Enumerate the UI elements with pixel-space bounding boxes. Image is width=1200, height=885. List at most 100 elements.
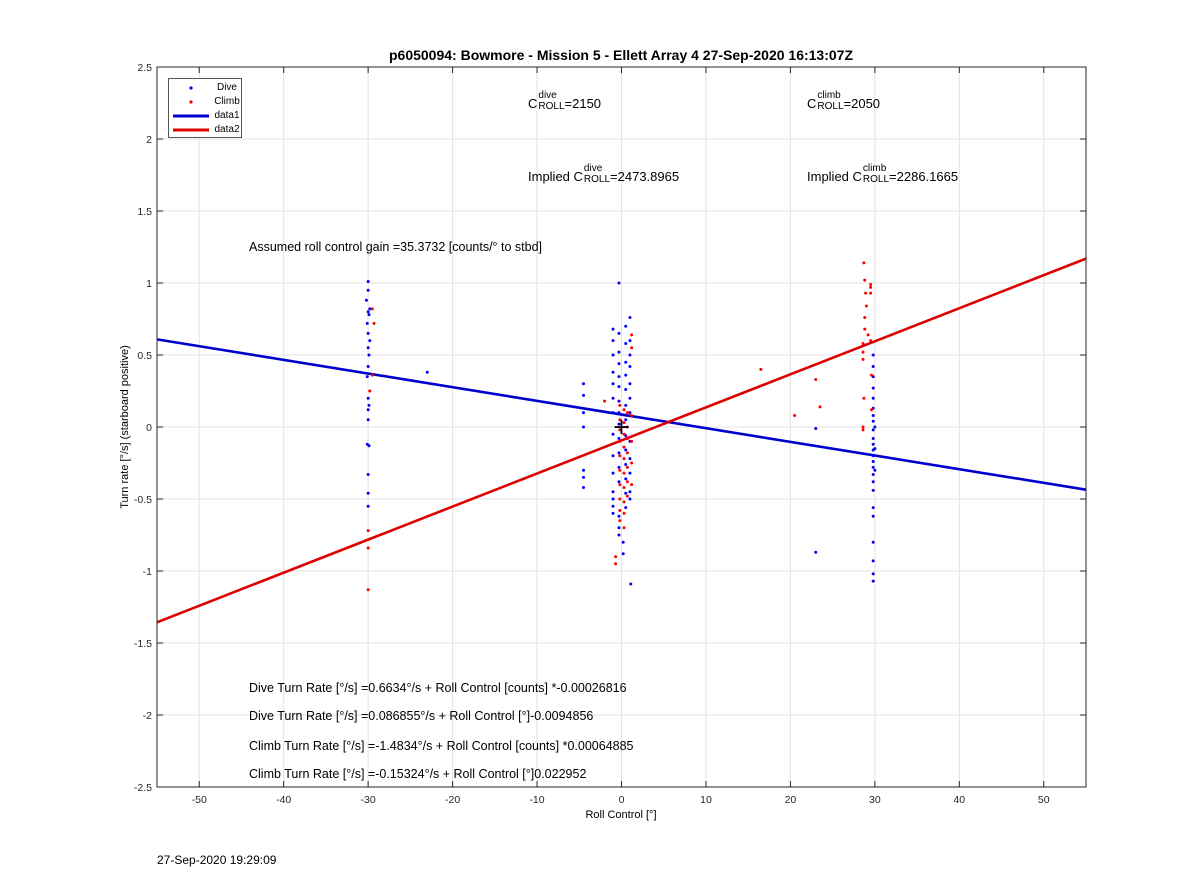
scatter-point-dive [871,579,875,583]
scatter-point-dive [581,425,585,429]
x-tick-label: 50 [1038,794,1050,806]
scatter-point-dive [871,506,875,510]
dive-coef-sup: dive [538,90,557,101]
scatter-point-dive [366,346,370,350]
scatter-point-dive [871,465,875,469]
legend-climb-label: Climb [214,96,240,107]
scatter-point-dive [617,375,621,379]
scatter-point-climb [861,425,865,429]
scatter-point-dive [628,382,632,386]
scatter-point-dive [611,353,615,357]
scatter-point-climb [622,457,626,461]
scatter-point-dive [871,540,875,544]
scatter-point-climb [863,278,867,282]
implied-dive-prefix: Implied [528,168,574,184]
scatter-point-dive [624,506,628,510]
scatter-point-dive [629,582,633,586]
scatter-point-dive [611,370,615,374]
legend-item-data1: data1 [169,110,241,122]
scatter-point-dive [611,327,615,331]
scatter-point-dive [628,365,632,369]
scatter-point-dive [871,488,875,492]
scatter-point-dive [624,477,628,481]
scatter-point-climb [622,526,626,530]
scatter-point-climb [625,494,629,498]
x-tick-label: 20 [785,794,797,806]
scatter-point-dive [425,370,429,374]
scatter-point-climb [862,261,866,265]
scatter-point-dive [366,365,370,369]
scatter-point-climb [861,350,865,354]
scatter-point-dive [628,497,632,501]
scatter-point-climb [630,461,634,465]
scatter-point-dive [871,413,875,417]
scatter-point-dive [366,504,370,508]
scatter-point-dive [366,280,370,284]
y-tick-label: -1 [143,566,152,578]
scatter-point-climb [622,421,626,425]
scatter-point-dive [871,353,875,357]
scatter-point-dive [365,375,369,379]
implied-climb-sub: ROLL [862,173,890,185]
scatter-point-dive [628,471,632,475]
scatter-point-dive [624,418,628,422]
scatter-point-climb [630,333,634,337]
legend-data1-label: data1 [214,110,240,121]
scatter-point-climb [618,439,622,443]
scatter-point-dive [366,288,370,292]
scatter-point-climb [818,405,822,409]
scatter-point-climb [625,451,629,455]
scatter-point-dive [611,497,615,501]
legend-data1-symbol [173,114,209,118]
scatter-point-dive [611,339,615,343]
scatter-point-dive [611,432,615,436]
scatter-point-climb [630,413,634,417]
scatter-point-climb [618,454,622,458]
scatter-point-dive [581,411,585,415]
scatter-point-climb [622,408,626,412]
scatter-point-dive [366,473,370,477]
scatter-point-climb [366,546,370,550]
scatter-point-dive [624,403,628,407]
y-tick-label: 2.5 [137,62,152,74]
scatter-point-climb [372,321,376,325]
scatter-point-dive [814,550,818,554]
scatter-point-climb [625,425,629,429]
implied-climb-sup: climb [862,163,887,174]
scatter-point-dive [871,460,875,464]
scatter-point-dive [628,457,632,461]
y-tick-label: -1.5 [134,638,152,650]
scatter-point-climb [618,497,622,501]
scatter-point-climb [366,529,370,533]
scatter-point-dive [617,281,621,285]
scatter-point-climb [622,511,626,515]
x-tick-label: -20 [445,794,460,806]
implied-dive-sub: ROLL [583,173,611,185]
scatter-point-dive [581,485,585,489]
scatter-point-dive [617,514,621,518]
scatter-point-climb [622,471,626,475]
scatter-point-climb [618,403,622,407]
origin-plus-marker: + [612,415,630,440]
x-tick-label: 10 [700,794,712,806]
scatter-point-dive [366,418,370,422]
climb-degrees-equation: Climb Turn Rate [°/s] =-0.15324°/s + Rol… [249,767,587,781]
gain-annotation: Assumed roll control gain =35.3732 [coun… [249,240,543,254]
dive-coef-letter: C [528,95,538,111]
scatter-points [364,261,877,592]
legend-data2-label: data2 [214,124,240,135]
scatter-point-dive [871,514,875,518]
legend: Dive Climb data1 data2 [168,78,242,138]
scatter-point-dive [871,572,875,576]
climb-coef-sup: climb [817,90,841,101]
legend-data2-symbol [173,128,209,132]
scatter-point-dive [581,468,585,472]
scatter-point-climb [864,291,868,295]
scatter-point-climb [869,339,873,343]
scatter-point-climb [625,411,629,415]
dive-degrees-equation: Dive Turn Rate [°/s] =0.086855°/s + Roll… [249,709,594,723]
legend-item-climb: Climb [169,96,241,108]
scatter-point-dive [871,428,875,432]
scatter-point-dive [628,411,632,415]
scatter-point-dive [624,462,628,466]
